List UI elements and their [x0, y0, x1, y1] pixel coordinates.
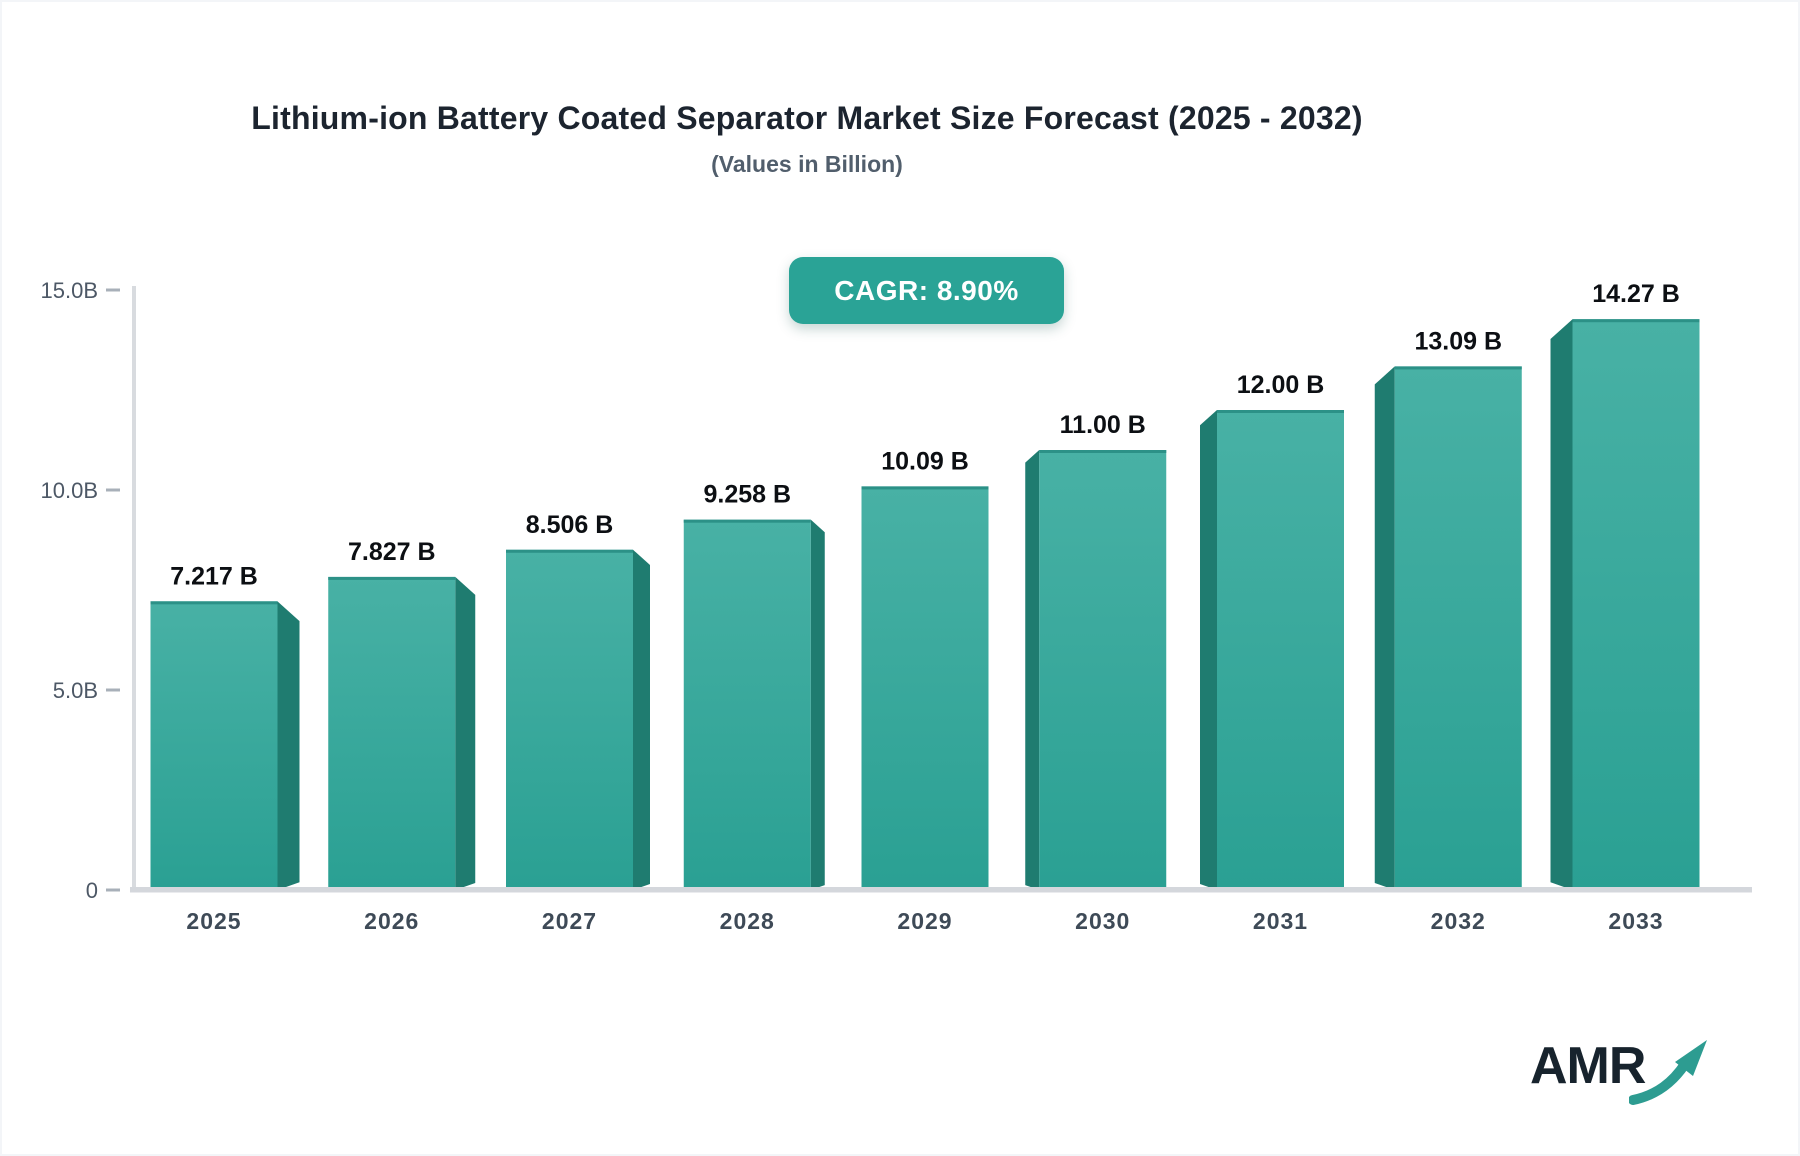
x-axis-label: 2026 — [364, 908, 419, 934]
y-axis-tick — [106, 288, 120, 292]
x-axis-label: 2030 — [1075, 908, 1130, 934]
x-axis-label: 2032 — [1431, 908, 1486, 934]
y-axis-tick-label: 15.0B — [41, 278, 99, 303]
growth-arrow-icon — [1629, 1040, 1708, 1105]
bar-value-label: 7.827 B — [348, 538, 436, 566]
bar-side-face — [1200, 410, 1217, 890]
bar-top-edge — [683, 519, 811, 523]
bar-value-label: 8.506 B — [526, 511, 614, 539]
y-axis-tick-label: 5.0B — [53, 678, 98, 703]
bar-value-label: 12.00 B — [1237, 371, 1325, 399]
bar-2028 — [683, 519, 811, 890]
bar-top-edge — [1039, 450, 1167, 453]
bar-side-face — [1550, 319, 1573, 890]
bar-2025 — [150, 601, 278, 890]
x-axis-label: 2025 — [186, 908, 241, 934]
bar-top-edge — [1217, 410, 1344, 413]
x-axis-baseline — [130, 887, 1752, 893]
cagr-badge-label: CAGR: 8.90% — [834, 274, 1019, 306]
bar-2031 — [1217, 410, 1344, 890]
bar-side-face — [1025, 450, 1040, 890]
y-axis-tick — [106, 688, 120, 692]
x-axis-label: 2033 — [1608, 908, 1663, 934]
amr-logo-text: AMR — [1530, 1037, 1646, 1095]
y-axis-tick — [106, 488, 120, 492]
x-axis-label: 2029 — [897, 908, 952, 934]
bar-top-edge — [1394, 366, 1522, 370]
bar-2029 — [861, 486, 989, 890]
x-axis-label: 2028 — [720, 908, 775, 934]
chart-title: Lithium-ion Battery Coated Separator Mar… — [251, 100, 1363, 136]
bar-2026 — [328, 576, 456, 890]
bar-top-edge — [1572, 319, 1700, 323]
x-axis-label: 2027 — [542, 908, 597, 934]
bar-side-face — [1374, 366, 1395, 890]
bar-value-label: 14.27 B — [1592, 280, 1680, 308]
y-axis-tick-label: 10.0B — [41, 478, 99, 503]
y-axis-line — [132, 286, 136, 890]
y-axis-tick — [106, 888, 120, 892]
bar-side-face — [455, 576, 476, 890]
bar-value-label: 13.09 B — [1414, 327, 1502, 355]
bar-value-label: 11.00 B — [1060, 411, 1146, 439]
bar-side-face — [633, 549, 650, 890]
bar-2030 — [1039, 450, 1167, 890]
bar-top-edge — [861, 486, 989, 490]
bar-side-face — [277, 601, 300, 890]
bar-value-label: 10.09 B — [881, 447, 969, 475]
cagr-badge: CAGR: 8.90% — [789, 257, 1064, 324]
bar-value-label: 9.258 B — [703, 481, 791, 509]
bar-2032 — [1394, 366, 1522, 890]
bar-top-edge — [328, 576, 456, 580]
y-axis-tick-label: 0 — [86, 878, 98, 903]
bar-side-face — [810, 519, 825, 890]
title-block: Lithium-ion Battery Coated Separator Mar… — [2, 100, 1612, 178]
x-axis-label: 2031 — [1253, 908, 1308, 934]
chart-subtitle: (Values in Billion) — [711, 151, 903, 177]
bar-value-label: 7.217 B — [170, 562, 258, 590]
bar-top-edge — [506, 549, 633, 553]
bar-2027 — [506, 549, 633, 890]
amr-logo: AMR — [1530, 1037, 1740, 1118]
bar-2033 — [1572, 319, 1700, 890]
bar-top-edge — [150, 601, 278, 605]
